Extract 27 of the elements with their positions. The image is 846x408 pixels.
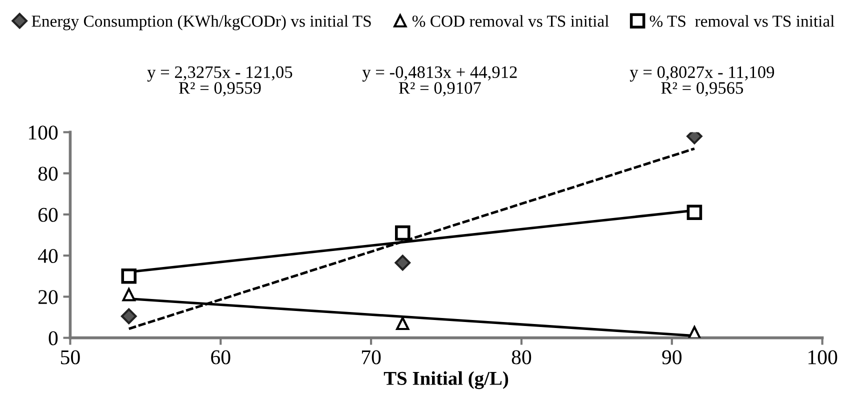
x-tick-label: 80 <box>512 350 532 364</box>
y-tick-label: 40 <box>38 248 58 264</box>
x-tick-label: 50 <box>61 350 80 364</box>
y-tick-label: 80 <box>38 166 58 181</box>
point <box>121 268 137 284</box>
y-tick-label: 100 <box>28 126 58 140</box>
x-tick-label: 70 <box>362 350 381 364</box>
point <box>120 308 137 324</box>
text: y = -0,4813x + 44,912 R² = 0,9107 <box>362 66 517 96</box>
y-tick-label: 60 <box>38 208 58 222</box>
text: y = 0,8027x - 11,109 R² = 0,9565 <box>630 66 774 96</box>
text: y = 2,3275x - 121,05 R² = 0,9559 <box>147 66 292 96</box>
legend-label: % TS removal vs TS initial <box>650 15 834 27</box>
x-tick-label: 90 <box>662 350 682 364</box>
y-tick-label: 0 <box>48 331 58 346</box>
x-tick-label: 100 <box>808 350 838 364</box>
x-axis-title: TS Initial (g/L) <box>384 371 508 390</box>
legend-label: % COD removal vs TS initial <box>412 15 609 27</box>
point <box>394 254 411 271</box>
legend-label: Energy Consumption (KWh/kgCODr) vs initial TS <box>32 15 371 30</box>
point <box>395 225 410 241</box>
x-tick-label: 60 <box>211 350 230 364</box>
point <box>122 288 136 302</box>
point <box>396 316 410 330</box>
point <box>688 326 702 338</box>
point <box>686 204 702 220</box>
y-tick-label: 20 <box>38 290 58 304</box>
